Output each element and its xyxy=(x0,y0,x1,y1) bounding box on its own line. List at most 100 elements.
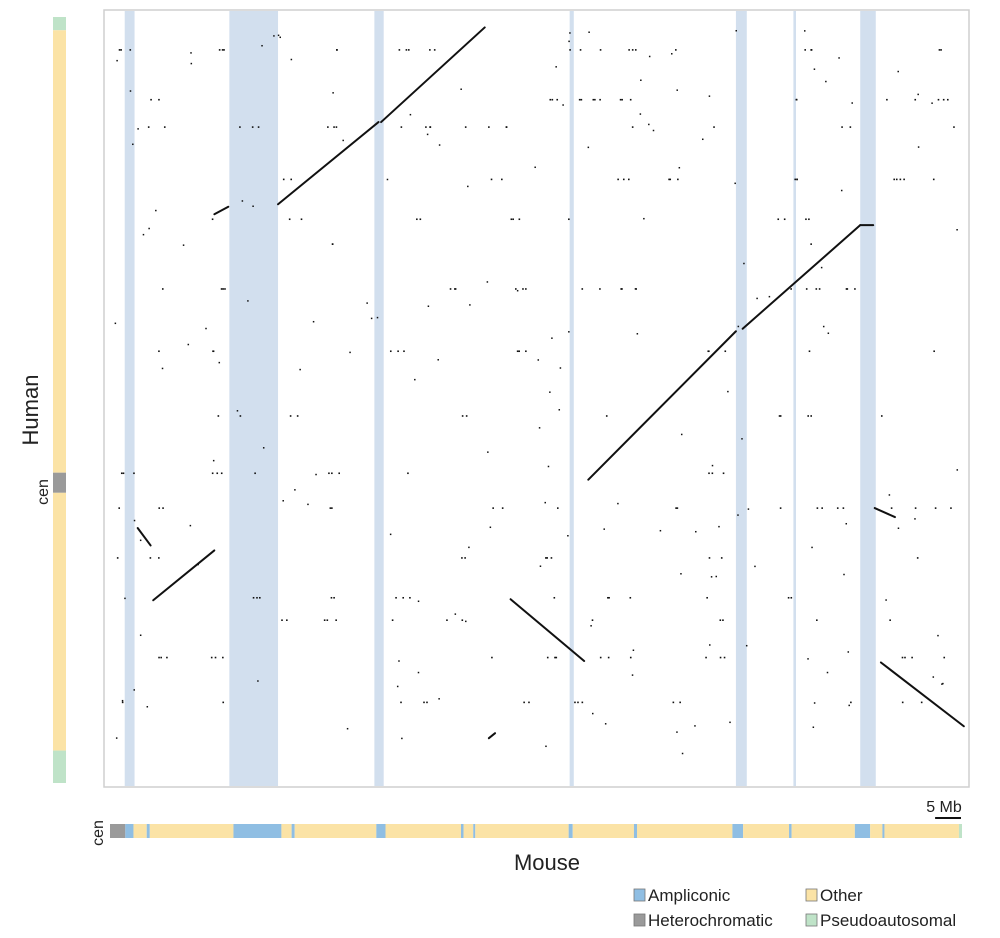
hit-dot-10-17-0 xyxy=(779,507,782,509)
mouse-segment-other-12 xyxy=(463,824,474,838)
ampliconic-band-6 xyxy=(860,11,876,786)
mouse-segment-other-4 xyxy=(149,824,234,838)
hit-dot-12-3-1 xyxy=(256,596,258,599)
alignment-segment-11 xyxy=(487,732,497,740)
hit-dot-extra-80 xyxy=(838,57,840,59)
hit-dot-6-19-0 xyxy=(854,288,856,290)
hit-dot-12-6-2 xyxy=(395,596,397,599)
hit-dot-14-1-2 xyxy=(160,656,162,659)
hit-dot-10-18-0 xyxy=(821,507,823,509)
hit-dot-extra-26 xyxy=(695,530,697,533)
hit-dot-8-18-1 xyxy=(807,415,809,417)
hit-dot-2-16-0 xyxy=(713,126,715,128)
hit-dot-8-13-0 xyxy=(605,415,608,417)
hit-dot-10-20-0 xyxy=(890,507,893,509)
hit-dot-1-17-2 xyxy=(795,98,798,101)
hit-dot-9-16-1 xyxy=(722,472,725,475)
hit-dot-6-18-2 xyxy=(805,288,808,290)
hit-dot-1-13-0 xyxy=(592,98,595,101)
hit-dot-extra-94 xyxy=(932,676,935,678)
mouse-segment-ampliconic-3 xyxy=(146,824,150,838)
hit-dot-0-0-2 xyxy=(129,49,132,51)
hit-dot-extra-137 xyxy=(931,102,933,104)
hit-dot-extra-52 xyxy=(534,166,536,169)
hit-dot-9-2-2 xyxy=(216,472,219,475)
hit-dot-extra-107 xyxy=(417,600,420,603)
hit-dot-14-11-2 xyxy=(554,656,556,659)
hit-dot-extra-139 xyxy=(346,727,349,730)
hit-dot-1-22-0 xyxy=(942,98,945,101)
hit-dot-2-22-0 xyxy=(953,126,955,128)
hit-dot-extra-154 xyxy=(547,465,550,468)
hit-dot-4-18-1 xyxy=(808,218,810,221)
legend-label-other: Other xyxy=(820,886,863,905)
hit-dot-extra-113 xyxy=(747,508,750,510)
hit-dot-extra-74 xyxy=(116,59,118,62)
hit-dot-extra-68 xyxy=(640,79,642,82)
hit-dot-2-9-2 xyxy=(505,126,508,128)
hit-dot-1-14-0 xyxy=(621,98,623,101)
hit-dot-15-0-0 xyxy=(121,701,124,704)
hit-dot-extra-49 xyxy=(588,31,590,33)
hit-dot-extra-134 xyxy=(956,469,959,471)
hit-dot-12-14-0 xyxy=(629,596,632,599)
hit-dot-1-1-0 xyxy=(158,98,160,101)
hit-dot-extra-65 xyxy=(941,683,943,685)
hit-dot-15-2-0 xyxy=(222,701,225,704)
ampliconic-band-0 xyxy=(124,11,135,786)
hit-dot-extra-56 xyxy=(845,522,848,525)
hit-dot-extra-10 xyxy=(813,68,816,70)
hit-dot-15-7-0 xyxy=(423,701,425,704)
hit-dot-8-17-1 xyxy=(778,415,781,417)
hit-dot-10-0-0 xyxy=(118,507,121,509)
hit-dot-extra-111 xyxy=(639,113,642,115)
hit-dot-6-10-0 xyxy=(525,288,527,290)
hit-dot-extra-12 xyxy=(652,129,655,132)
human-segment-heterochromatic-2 xyxy=(53,472,66,493)
hit-dot-5-5-1 xyxy=(331,243,334,245)
hit-dot-13-4-0 xyxy=(281,619,283,621)
hit-dot-extra-17 xyxy=(587,146,590,149)
hit-dot-13-5-2 xyxy=(335,619,337,621)
scattered-hits xyxy=(114,29,959,755)
hit-dot-extra-93 xyxy=(937,634,939,637)
hit-dot-extra-131 xyxy=(737,325,740,328)
hit-dot-1-12-1 xyxy=(580,98,583,101)
hit-dot-extra-161 xyxy=(568,331,570,333)
hit-dot-11-8-1 xyxy=(464,557,466,559)
hit-dot-extra-67 xyxy=(741,438,743,440)
hit-dot-7-22-0 xyxy=(933,350,935,353)
hit-dot-11-11-0 xyxy=(545,557,547,559)
hit-dot-8-18-0 xyxy=(810,415,812,417)
hit-dot-0-12-0 xyxy=(579,49,582,51)
hit-dot-6-19-2 xyxy=(846,288,849,290)
hit-dot-4-4-0 xyxy=(300,218,303,221)
ampliconic-band-4 xyxy=(735,11,747,786)
hit-dot-extra-18 xyxy=(468,546,470,549)
hit-dot-8-2-0 xyxy=(217,415,220,417)
hit-dot-extra-160 xyxy=(851,102,853,104)
hit-dot-11-11-1 xyxy=(546,557,549,559)
hit-dot-14-16-2 xyxy=(719,656,722,659)
hit-dot-14-2-0 xyxy=(210,656,213,659)
hit-dot-14-1-0 xyxy=(166,656,168,659)
hit-dot-15-12-2 xyxy=(574,701,576,704)
hit-dot-14-11-1 xyxy=(546,656,549,659)
hit-dot-6-8-0 xyxy=(454,288,457,290)
hit-dot-1-11-0 xyxy=(549,98,552,101)
hit-dot-extra-100 xyxy=(409,113,412,116)
hit-dot-9-0-1 xyxy=(122,472,125,475)
mouse-segment-other-14 xyxy=(475,824,569,838)
hit-dot-extra-0 xyxy=(680,433,683,436)
hit-dot-extra-110 xyxy=(847,651,850,653)
hit-dot-extra-129 xyxy=(189,524,192,527)
hit-dot-extra-143 xyxy=(139,634,142,637)
mouse-segment-other-26 xyxy=(884,824,959,838)
hit-dot-extra-16 xyxy=(942,682,944,685)
hit-dot-extra-1 xyxy=(848,704,850,707)
hit-dot-4-7-0 xyxy=(416,218,418,221)
hit-dot-6-10-2 xyxy=(522,288,524,290)
hit-dot-extra-29 xyxy=(247,300,249,302)
human-chromosome-ideogram xyxy=(53,17,66,783)
hit-dot-extra-79 xyxy=(636,333,639,335)
